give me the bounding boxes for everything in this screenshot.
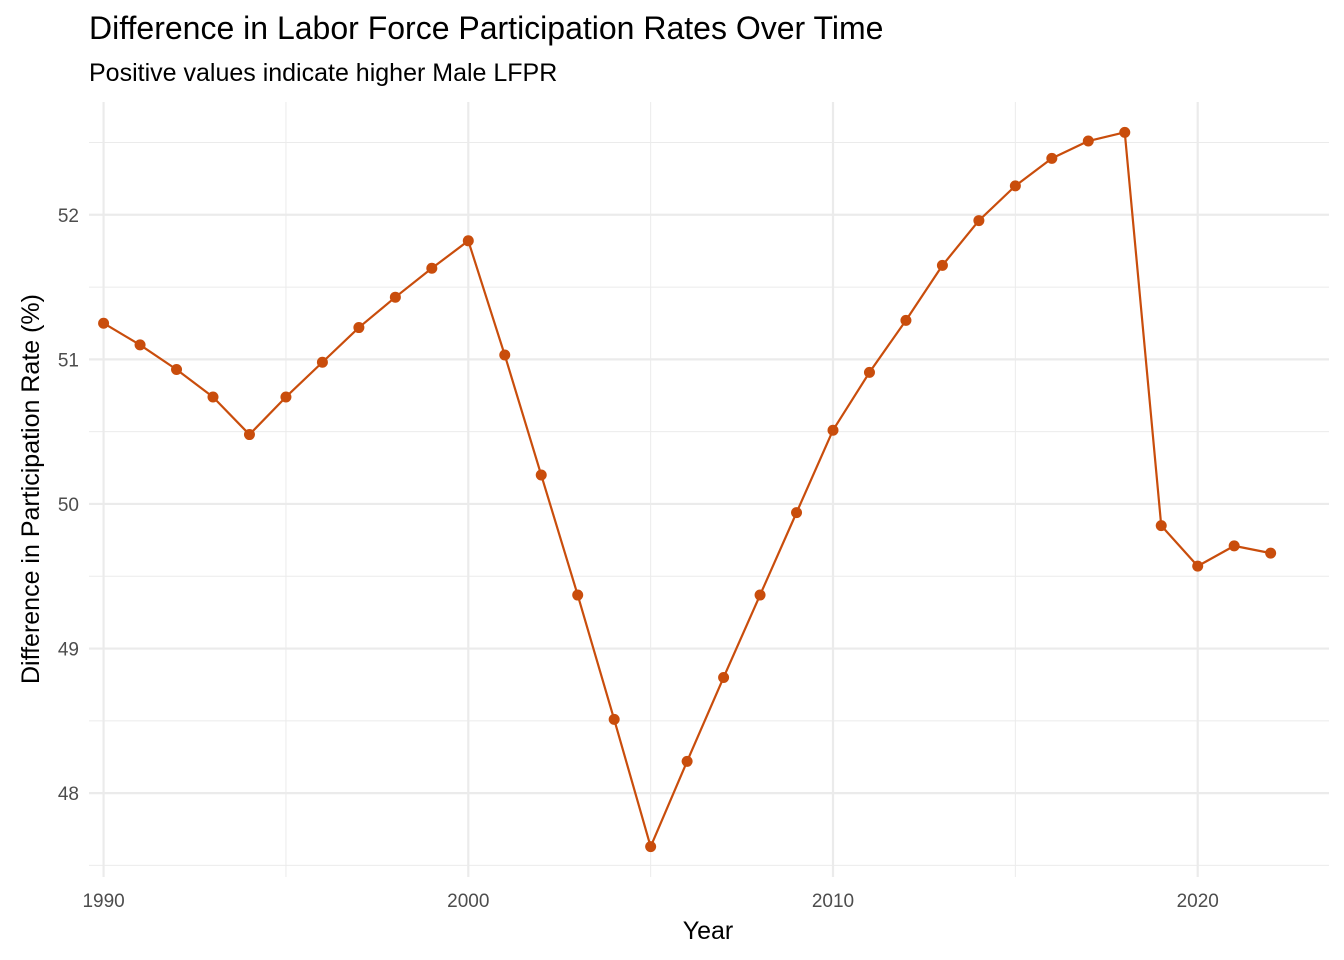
data-point xyxy=(1119,126,1131,138)
data-point xyxy=(353,322,365,334)
data-point xyxy=(791,507,803,519)
y-tick-label: 52 xyxy=(58,206,79,227)
data-point xyxy=(936,259,948,271)
data-point xyxy=(280,391,292,403)
data-point xyxy=(1046,152,1058,164)
major-gridlines xyxy=(89,102,1329,877)
data-point xyxy=(863,366,875,378)
data-point xyxy=(462,235,474,247)
data-point xyxy=(827,424,839,436)
data-point xyxy=(754,589,766,601)
x-tick-label: 1990 xyxy=(82,891,124,912)
x-tick-label: 2000 xyxy=(447,891,489,912)
data-point xyxy=(499,349,511,361)
data-point xyxy=(900,314,912,326)
chart-subtitle: Positive values indicate higher Male LFP… xyxy=(89,59,558,87)
y-tick-label: 51 xyxy=(58,350,79,371)
y-axis-title: Difference in Participation Rate (%) xyxy=(17,294,45,684)
data-point xyxy=(134,339,146,351)
data-point xyxy=(426,262,438,274)
data-point xyxy=(535,469,547,481)
data-point xyxy=(1265,547,1277,559)
series-layer xyxy=(103,131,1271,848)
y-tick-label: 50 xyxy=(58,495,79,516)
data-point xyxy=(389,291,401,303)
data-point xyxy=(1192,560,1204,572)
y-tick-label: 49 xyxy=(58,640,79,661)
chart-title: Difference in Labor Force Participation … xyxy=(89,10,884,46)
data-point xyxy=(973,215,985,227)
y-tick-label: 48 xyxy=(58,784,79,805)
data-point xyxy=(243,429,255,441)
data-point xyxy=(718,671,730,683)
x-tick-label: 2020 xyxy=(1177,891,1219,912)
series-line xyxy=(103,131,1271,848)
data-points xyxy=(98,126,1277,853)
data-point xyxy=(572,589,584,601)
minor-gridlines xyxy=(89,102,1329,877)
data-point xyxy=(207,391,219,403)
data-point xyxy=(645,841,657,853)
data-point xyxy=(1228,540,1240,552)
x-tick-label: 2010 xyxy=(812,891,854,912)
data-point xyxy=(608,713,620,725)
data-point xyxy=(316,356,328,368)
data-point xyxy=(171,363,183,375)
data-point xyxy=(681,755,693,767)
data-point xyxy=(1009,180,1021,192)
data-point xyxy=(1155,520,1167,532)
x-axis-title: Year xyxy=(683,917,734,945)
data-point xyxy=(1082,135,1094,147)
data-point xyxy=(98,317,110,329)
tick-labels: 1990 2000 2010 2020 48 49 50 51 52 xyxy=(58,206,1219,912)
